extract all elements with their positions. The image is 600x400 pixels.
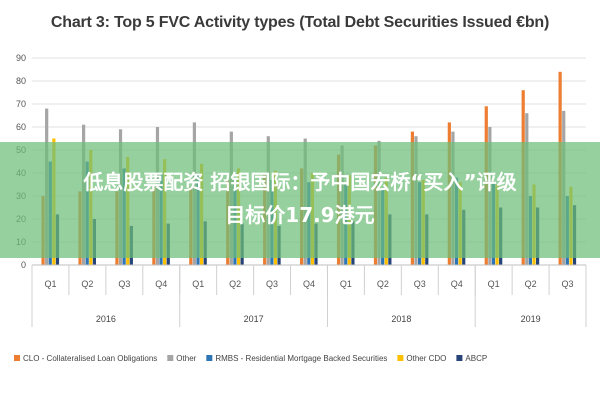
chart-title: Chart 3: Top 5 FVC Activity types (Total…: [50, 14, 550, 31]
promo-overlay-line-2: 目标价17.9港元: [225, 203, 375, 227]
legend-swatch: [14, 355, 20, 361]
legend-swatch: [206, 355, 213, 361]
legend: CLO - Collateralised Loan Obligations Oth…: [14, 354, 487, 363]
x-tick-label: Q2: [81, 279, 93, 289]
y-tick-label: 90: [16, 53, 26, 63]
legend-swatch: [397, 355, 404, 361]
year-label: 2019: [521, 314, 541, 324]
legend-item: RMBS - Residential Mortgage Backed Secur…: [206, 354, 387, 363]
x-axis: Q1 Q2 Q3 Q4 Q1 Q2 Q3 Q4 Q1 Q2 Q3 Q4 Q1 Q2 Q3 2016 2017 20…: [31, 264, 587, 327]
x-tick-label: Q4: [303, 279, 315, 289]
x-tick-label: Q1: [488, 279, 500, 289]
x-tick-label: Q1: [340, 279, 352, 289]
x-tick-label: Q1: [44, 279, 56, 289]
x-tick-label: Q2: [377, 279, 389, 289]
legend-item: CLO - Collateralised Loan Obligations: [14, 354, 157, 363]
x-tick-label: Q3: [562, 279, 574, 289]
legend-label: ABCP: [465, 354, 487, 363]
legend-item: Other: [167, 354, 197, 363]
y-tick-label: 60: [16, 122, 26, 132]
legend-label: CLO - Collateralised Loan Obligations: [23, 354, 157, 363]
x-tick-label: Q2: [525, 279, 537, 289]
x-tick-label: Q4: [155, 279, 167, 289]
legend-swatch: [167, 355, 174, 361]
promo-overlay-band: [0, 142, 600, 258]
x-tick-label: Q2: [229, 279, 241, 289]
legend-label: Other: [176, 354, 196, 363]
promo-overlay-text: 低息股票配资 招银国际：予中国宏桥“买入”评级 目标价17.9港元: [0, 166, 600, 232]
legend-item: Other CDO: [397, 354, 446, 363]
legend-item: ABCP: [456, 354, 487, 363]
year-label: 2016: [96, 314, 116, 324]
y-tick-label: 0: [21, 260, 26, 270]
legend-label: RMBS - Residential Mortgage Backed Secur…: [215, 354, 387, 363]
x-tick-label: Q3: [266, 279, 278, 289]
legend-label: Other CDO: [406, 354, 446, 363]
x-tick-label: Q1: [192, 279, 204, 289]
legend-swatch: [456, 355, 463, 361]
y-tick-label: 80: [16, 76, 26, 86]
promo-overlay-line-1: 低息股票配资 招银国际：予中国宏桥“买入”评级: [83, 170, 517, 194]
x-tick-label: Q3: [118, 279, 130, 289]
x-tick-label: Q4: [451, 279, 463, 289]
y-tick-label: 70: [16, 99, 26, 109]
year-label: 2017: [244, 314, 264, 324]
x-tick-label: Q3: [414, 279, 426, 289]
year-label: 2018: [391, 314, 411, 324]
